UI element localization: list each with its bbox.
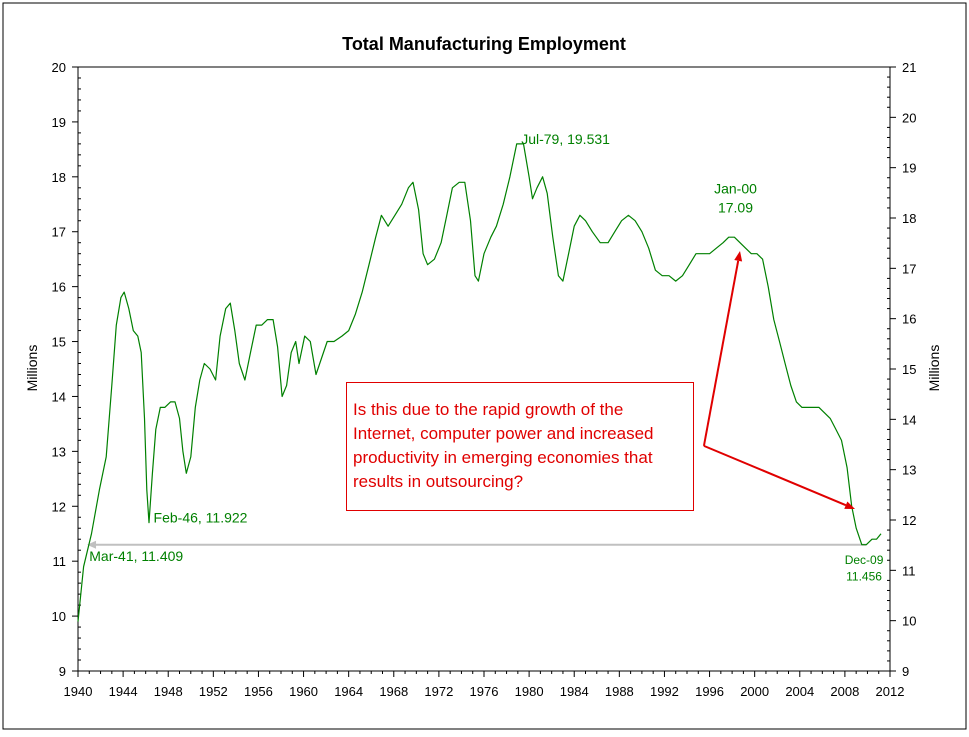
reference-line — [87, 540, 867, 549]
x-tick-label: 1952 — [199, 684, 228, 699]
plot-area — [77, 66, 891, 672]
y-right-tick-label: 10 — [902, 614, 916, 629]
x-tick-label: 2004 — [785, 684, 814, 699]
y-axis-label-left: Millions — [24, 345, 40, 392]
annotation-label: 11.456 — [846, 569, 882, 583]
x-tick-label: 1976 — [470, 684, 499, 699]
x-tick-label: 1984 — [560, 684, 589, 699]
x-tick-label: 2008 — [830, 684, 859, 699]
series-line — [77, 143, 882, 622]
y-right-tick-label: 20 — [902, 110, 916, 125]
y-right-tick-label: 13 — [902, 463, 916, 478]
y-left-tick-label: 11 — [53, 554, 67, 569]
y-right-tick-label: 14 — [902, 412, 916, 427]
y-axis-left: 9 10 11 12 13 14 15 16 17 18 19 20 — [52, 60, 81, 679]
callout-arrowhead — [844, 501, 856, 510]
x-tick-label: 1968 — [379, 684, 408, 699]
annotations: Jul-79, 19.531 Jan-00 17.09 Feb-46, 11.922 M… — [89, 131, 883, 584]
y-left-tick-label: 14 — [52, 389, 66, 404]
y-left-tick-label: 10 — [52, 609, 66, 624]
chart-title: Total Manufacturing Employment — [342, 34, 626, 54]
y-left-tick-label: 19 — [52, 115, 66, 130]
y-axis-label-right: Millions — [926, 345, 942, 392]
x-tick-label: 1940 — [64, 684, 93, 699]
annotation-label: Dec-09 — [845, 553, 884, 567]
x-axis: 1940 1944 1948 1952 1956 1960 1964 1968 1972 1976… — [64, 671, 905, 699]
y-left-tick-label: 20 — [52, 60, 66, 75]
y-right-tick-label: 11 — [902, 563, 916, 578]
x-tick-label: 1980 — [515, 684, 544, 699]
y-right-tick-label: 18 — [902, 211, 916, 226]
y-left-tick-label: 17 — [52, 225, 66, 240]
y-left-tick-label: 12 — [52, 499, 66, 514]
x-tick-label: 1996 — [695, 684, 724, 699]
y-left-tick-label: 15 — [52, 335, 66, 350]
x-tick-label: 1972 — [424, 684, 453, 699]
callout-text: Is this due to the rapid growth of the I… — [353, 400, 654, 491]
callout-arrowhead — [734, 250, 743, 262]
callout-arrows — [702, 250, 856, 510]
x-tick-label: 2012 — [876, 684, 905, 699]
y-right-tick-label: 16 — [902, 312, 916, 327]
x-tick-label: 1948 — [154, 684, 183, 699]
reference-line-arrowhead — [87, 540, 97, 549]
y-right-tick-label: 19 — [902, 161, 916, 176]
y-left-tick-label: 18 — [52, 170, 66, 185]
y-right-tick-label: 9 — [902, 664, 909, 679]
y-right-tick-label: 12 — [902, 513, 916, 528]
y-left-tick-label: 16 — [52, 280, 66, 295]
y-right-tick-label: 21 — [902, 60, 916, 75]
y-left-tick-label: 13 — [52, 444, 66, 459]
x-tick-label: 1960 — [289, 684, 318, 699]
callout-arrow-shaft — [702, 260, 740, 447]
annotation-label: 17.09 — [718, 200, 753, 216]
y-left-tick-label: 9 — [59, 664, 66, 679]
series-group — [77, 143, 882, 622]
x-tick-label: 1956 — [244, 684, 273, 699]
y-axis-right: 9 10 11 12 13 14 15 16 17 18 19 20 21 — [887, 60, 916, 679]
x-tick-label: 1964 — [334, 684, 363, 699]
x-tick-label: 1944 — [109, 684, 138, 699]
callout-arrow-shaft — [703, 444, 847, 507]
x-tick-label: 1988 — [605, 684, 634, 699]
annotation-label: Jul-79, 19.531 — [521, 131, 610, 147]
annotation-label: Feb-46, 11.922 — [154, 510, 248, 526]
y-right-tick-label: 17 — [902, 261, 916, 276]
y-right-tick-label: 15 — [902, 362, 916, 377]
callout-box: Is this due to the rapid growth of the I… — [346, 382, 694, 511]
annotation-label: Jan-00 — [714, 180, 757, 196]
annotation-label: Mar-41, 11.409 — [89, 548, 183, 564]
x-tick-label: 2000 — [740, 684, 769, 699]
x-tick-label: 1992 — [650, 684, 679, 699]
